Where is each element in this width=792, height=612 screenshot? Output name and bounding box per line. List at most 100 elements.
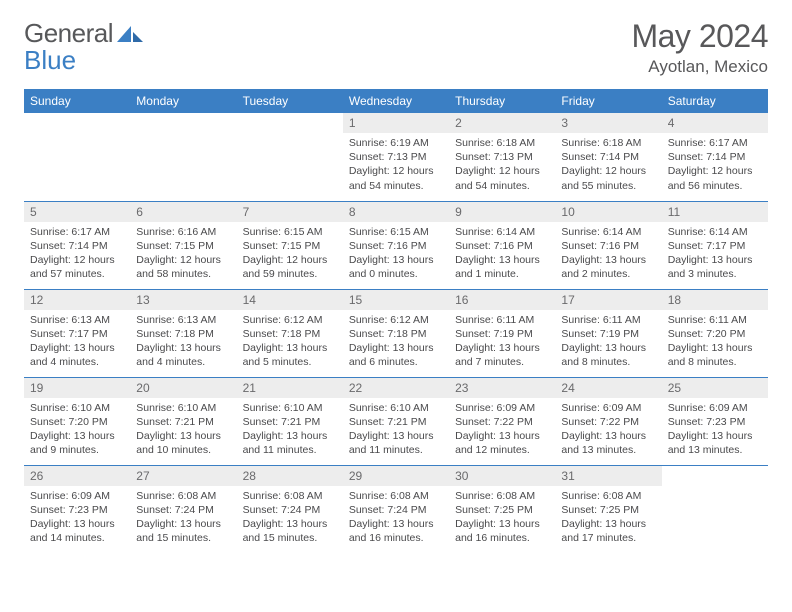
day-info: Sunrise: 6:09 AMSunset: 7:23 PMDaylight:… — [662, 398, 768, 462]
calendar-cell: 19Sunrise: 6:10 AMSunset: 7:20 PMDayligh… — [24, 377, 130, 465]
day-info: Sunrise: 6:12 AMSunset: 7:18 PMDaylight:… — [237, 310, 343, 374]
day-number: 12 — [24, 290, 130, 310]
calendar-cell: 31Sunrise: 6:08 AMSunset: 7:25 PMDayligh… — [555, 465, 661, 553]
day-number: 29 — [343, 466, 449, 486]
day-number: 23 — [449, 378, 555, 398]
day-info: Sunrise: 6:19 AMSunset: 7:13 PMDaylight:… — [343, 133, 449, 197]
dow-header: Wednesday — [343, 89, 449, 113]
day-number: 5 — [24, 202, 130, 222]
calendar-cell: 16Sunrise: 6:11 AMSunset: 7:19 PMDayligh… — [449, 289, 555, 377]
calendar-cell: 30Sunrise: 6:08 AMSunset: 7:25 PMDayligh… — [449, 465, 555, 553]
calendar-cell: 24Sunrise: 6:09 AMSunset: 7:22 PMDayligh… — [555, 377, 661, 465]
calendar-body: 1Sunrise: 6:19 AMSunset: 7:13 PMDaylight… — [24, 113, 768, 553]
calendar-cell: 21Sunrise: 6:10 AMSunset: 7:21 PMDayligh… — [237, 377, 343, 465]
day-number: 19 — [24, 378, 130, 398]
day-info: Sunrise: 6:14 AMSunset: 7:16 PMDaylight:… — [449, 222, 555, 286]
location: Ayotlan, Mexico — [631, 57, 768, 77]
day-info: Sunrise: 6:11 AMSunset: 7:19 PMDaylight:… — [555, 310, 661, 374]
day-info: Sunrise: 6:09 AMSunset: 7:22 PMDaylight:… — [555, 398, 661, 462]
day-number: 3 — [555, 113, 661, 133]
day-info: Sunrise: 6:14 AMSunset: 7:16 PMDaylight:… — [555, 222, 661, 286]
day-number: 8 — [343, 202, 449, 222]
calendar-cell: 13Sunrise: 6:13 AMSunset: 7:18 PMDayligh… — [130, 289, 236, 377]
calendar-cell: 2Sunrise: 6:18 AMSunset: 7:13 PMDaylight… — [449, 113, 555, 201]
day-number: 9 — [449, 202, 555, 222]
day-info: Sunrise: 6:18 AMSunset: 7:14 PMDaylight:… — [555, 133, 661, 197]
day-info: Sunrise: 6:08 AMSunset: 7:24 PMDaylight:… — [130, 486, 236, 550]
calendar-cell — [237, 113, 343, 201]
day-number: 1 — [343, 113, 449, 133]
dow-header: Saturday — [662, 89, 768, 113]
calendar-cell: 28Sunrise: 6:08 AMSunset: 7:24 PMDayligh… — [237, 465, 343, 553]
calendar-head: SundayMondayTuesdayWednesdayThursdayFrid… — [24, 89, 768, 113]
calendar-table: SundayMondayTuesdayWednesdayThursdayFrid… — [24, 89, 768, 553]
day-number: 24 — [555, 378, 661, 398]
calendar-cell: 27Sunrise: 6:08 AMSunset: 7:24 PMDayligh… — [130, 465, 236, 553]
day-number: 14 — [237, 290, 343, 310]
calendar-row: 19Sunrise: 6:10 AMSunset: 7:20 PMDayligh… — [24, 377, 768, 465]
dow-header: Sunday — [24, 89, 130, 113]
day-info: Sunrise: 6:15 AMSunset: 7:16 PMDaylight:… — [343, 222, 449, 286]
day-number: 2 — [449, 113, 555, 133]
logo-sail-icon — [117, 24, 143, 44]
logo-text-b: Blue — [24, 45, 76, 76]
day-number: 13 — [130, 290, 236, 310]
day-number: 27 — [130, 466, 236, 486]
day-info: Sunrise: 6:08 AMSunset: 7:25 PMDaylight:… — [555, 486, 661, 550]
day-number: 17 — [555, 290, 661, 310]
day-number: 11 — [662, 202, 768, 222]
day-info: Sunrise: 6:08 AMSunset: 7:25 PMDaylight:… — [449, 486, 555, 550]
calendar-cell: 26Sunrise: 6:09 AMSunset: 7:23 PMDayligh… — [24, 465, 130, 553]
day-info: Sunrise: 6:09 AMSunset: 7:22 PMDaylight:… — [449, 398, 555, 462]
day-info: Sunrise: 6:17 AMSunset: 7:14 PMDaylight:… — [24, 222, 130, 286]
calendar-cell: 6Sunrise: 6:16 AMSunset: 7:15 PMDaylight… — [130, 201, 236, 289]
calendar-cell: 17Sunrise: 6:11 AMSunset: 7:19 PMDayligh… — [555, 289, 661, 377]
calendar-cell — [130, 113, 236, 201]
day-info: Sunrise: 6:10 AMSunset: 7:20 PMDaylight:… — [24, 398, 130, 462]
day-info: Sunrise: 6:09 AMSunset: 7:23 PMDaylight:… — [24, 486, 130, 550]
day-info: Sunrise: 6:14 AMSunset: 7:17 PMDaylight:… — [662, 222, 768, 286]
dow-header: Monday — [130, 89, 236, 113]
calendar-cell: 1Sunrise: 6:19 AMSunset: 7:13 PMDaylight… — [343, 113, 449, 201]
day-info: Sunrise: 6:17 AMSunset: 7:14 PMDaylight:… — [662, 133, 768, 197]
calendar-cell: 25Sunrise: 6:09 AMSunset: 7:23 PMDayligh… — [662, 377, 768, 465]
calendar-cell: 29Sunrise: 6:08 AMSunset: 7:24 PMDayligh… — [343, 465, 449, 553]
calendar-cell: 11Sunrise: 6:14 AMSunset: 7:17 PMDayligh… — [662, 201, 768, 289]
calendar-cell: 7Sunrise: 6:15 AMSunset: 7:15 PMDaylight… — [237, 201, 343, 289]
calendar-cell: 14Sunrise: 6:12 AMSunset: 7:18 PMDayligh… — [237, 289, 343, 377]
month-title: May 2024 — [631, 18, 768, 55]
dow-header: Tuesday — [237, 89, 343, 113]
calendar-cell — [662, 465, 768, 553]
day-number: 28 — [237, 466, 343, 486]
day-info: Sunrise: 6:12 AMSunset: 7:18 PMDaylight:… — [343, 310, 449, 374]
day-info: Sunrise: 6:18 AMSunset: 7:13 PMDaylight:… — [449, 133, 555, 197]
calendar-cell: 8Sunrise: 6:15 AMSunset: 7:16 PMDaylight… — [343, 201, 449, 289]
calendar-cell: 9Sunrise: 6:14 AMSunset: 7:16 PMDaylight… — [449, 201, 555, 289]
day-number: 26 — [24, 466, 130, 486]
day-number: 30 — [449, 466, 555, 486]
calendar-cell — [24, 113, 130, 201]
calendar-cell: 23Sunrise: 6:09 AMSunset: 7:22 PMDayligh… — [449, 377, 555, 465]
calendar-cell: 20Sunrise: 6:10 AMSunset: 7:21 PMDayligh… — [130, 377, 236, 465]
dow-header: Friday — [555, 89, 661, 113]
day-number: 25 — [662, 378, 768, 398]
day-number: 16 — [449, 290, 555, 310]
day-number: 20 — [130, 378, 236, 398]
day-number: 7 — [237, 202, 343, 222]
calendar-cell: 22Sunrise: 6:10 AMSunset: 7:21 PMDayligh… — [343, 377, 449, 465]
day-info: Sunrise: 6:10 AMSunset: 7:21 PMDaylight:… — [237, 398, 343, 462]
calendar-row: 26Sunrise: 6:09 AMSunset: 7:23 PMDayligh… — [24, 465, 768, 553]
calendar-row: 1Sunrise: 6:19 AMSunset: 7:13 PMDaylight… — [24, 113, 768, 201]
day-number: 22 — [343, 378, 449, 398]
day-number: 18 — [662, 290, 768, 310]
day-info: Sunrise: 6:08 AMSunset: 7:24 PMDaylight:… — [343, 486, 449, 550]
calendar-cell: 3Sunrise: 6:18 AMSunset: 7:14 PMDaylight… — [555, 113, 661, 201]
day-number: 21 — [237, 378, 343, 398]
calendar-cell: 10Sunrise: 6:14 AMSunset: 7:16 PMDayligh… — [555, 201, 661, 289]
calendar-row: 5Sunrise: 6:17 AMSunset: 7:14 PMDaylight… — [24, 201, 768, 289]
calendar-cell: 15Sunrise: 6:12 AMSunset: 7:18 PMDayligh… — [343, 289, 449, 377]
header: General May 2024 Ayotlan, Mexico — [24, 18, 768, 77]
day-number: 6 — [130, 202, 236, 222]
day-info: Sunrise: 6:08 AMSunset: 7:24 PMDaylight:… — [237, 486, 343, 550]
calendar-row: 12Sunrise: 6:13 AMSunset: 7:17 PMDayligh… — [24, 289, 768, 377]
